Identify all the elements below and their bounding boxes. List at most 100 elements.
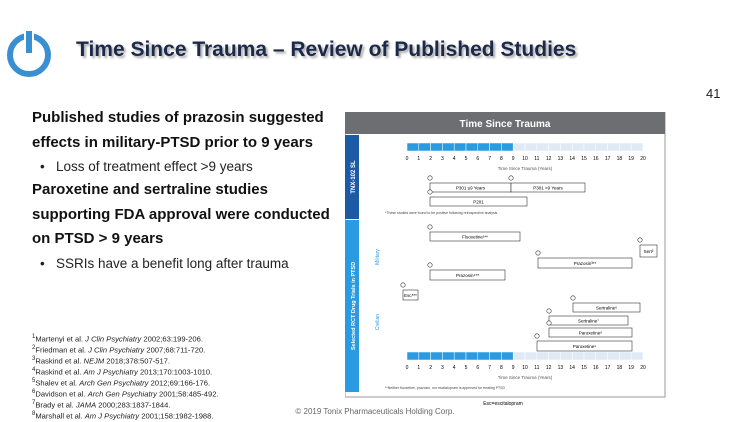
- axis-cell: [607, 142, 620, 152]
- axis-tick: 10: [522, 156, 528, 162]
- trial-marker: [637, 237, 643, 243]
- axis-cell: [406, 142, 420, 152]
- trial-bar: [537, 257, 633, 269]
- trial-label: P301 >9 Years: [533, 186, 563, 191]
- paragraph: Paroxetine and sertraline studies suppor…: [32, 181, 330, 247]
- axis-tick: 16: [593, 156, 599, 162]
- footnote-ref: 2002;63:199-206.: [141, 334, 203, 344]
- trial-bar: [429, 231, 521, 242]
- axis-tick: 1: [417, 156, 420, 162]
- axis-cell: [548, 142, 561, 152]
- trial-marker: [427, 262, 433, 268]
- axis-tick: 19: [628, 365, 634, 371]
- axis-cell: [453, 142, 467, 152]
- footnote-journal: NEJM: [83, 356, 105, 366]
- footnote-author: Brady et al.: [35, 400, 76, 410]
- axis-cell: [560, 351, 573, 361]
- axis-tick: 3: [441, 156, 444, 162]
- axis-label: Time Since Trauma (Years): [498, 166, 553, 171]
- axis-tick: 5: [465, 365, 468, 371]
- axis-tick: 17: [605, 365, 611, 371]
- axis-cell: [453, 351, 467, 361]
- axis-tick: 1: [417, 365, 420, 371]
- axis-tick: 7: [488, 365, 491, 371]
- footnote-number: 8: [32, 410, 36, 417]
- trial-label: Esc⁵**: [404, 293, 417, 298]
- axis-tick: 11: [534, 365, 539, 371]
- axis-cell: [619, 351, 632, 361]
- trial-marker: [535, 250, 541, 256]
- axis-tick: 20: [640, 365, 646, 371]
- axis-cell: [560, 142, 573, 152]
- band-top: [345, 135, 359, 219]
- axis-cell: [512, 142, 526, 152]
- axis-tick: 3: [441, 365, 444, 371]
- trial-bar: [429, 269, 506, 281]
- footnote-journal: J Clin Psychiatry: [85, 334, 142, 344]
- axis-tick: 5: [465, 156, 468, 162]
- band-bottom: [345, 220, 359, 392]
- footnote-number: 3: [32, 355, 36, 362]
- axis-tick: 4: [453, 156, 456, 162]
- axis-cell: [571, 351, 585, 361]
- figure-title: Time Since Trauma: [460, 119, 551, 130]
- axis-cell: [524, 351, 538, 361]
- footnote-journal: Am J Psychiatry: [84, 411, 140, 421]
- axis-cell: [501, 351, 514, 361]
- axis-cell: [430, 351, 443, 361]
- trial-label: Fluoxetine¹**: [462, 235, 488, 240]
- axis-tick: 17: [605, 156, 611, 162]
- axis-cell: [477, 142, 490, 152]
- axis-tick: 20: [640, 156, 646, 162]
- footnote-number: 4: [32, 366, 36, 373]
- bullet: SSRIs have a benefit long after trauma: [32, 252, 332, 275]
- footer: © 2019 Tonix Pharmaceuticals Holding Cor…: [295, 407, 455, 416]
- axis-tick: 6: [476, 365, 479, 371]
- footnote-number: 2: [32, 344, 36, 351]
- axis-tick: 12: [546, 365, 552, 371]
- axis-tick: 9: [512, 365, 515, 371]
- footnote-journal: Am J Psychiatry: [83, 367, 138, 377]
- trial-label: Sert²: [644, 249, 654, 254]
- footnote-number: 7: [32, 399, 36, 406]
- axis-cell: [489, 142, 502, 152]
- trial-bar: [548, 327, 633, 338]
- axis-cell: [489, 351, 502, 361]
- axis-cell: [465, 142, 479, 152]
- axis-label: Time Since Trauma (Years): [498, 375, 553, 380]
- axis-tick: 19: [628, 156, 634, 162]
- footnote-author: Martenyi et al.: [35, 334, 86, 344]
- axis-cell: [418, 351, 431, 361]
- footnote-journal: Arch Gen Psychiatry: [87, 389, 157, 399]
- trial-bar: [639, 244, 658, 258]
- axis-tick: 13: [558, 156, 564, 162]
- trial-label: Sertraline⁶: [596, 306, 617, 311]
- axis-cell: [619, 142, 632, 152]
- footnote: 1Martenyi et al. J Clin Psychiatry 2002;…: [32, 333, 219, 344]
- axis-cell: [630, 142, 644, 152]
- band-bottom-label: Selected RCT Drug Trials in PTSD: [351, 262, 357, 350]
- figure-note: *These studies were found to be positive…: [385, 211, 498, 215]
- axis-cell: [583, 142, 597, 152]
- axis-tick: 0: [406, 156, 409, 162]
- axis-tick: 0: [406, 365, 409, 371]
- footnotes: 1Martenyi et al. J Clin Psychiatry 2002;…: [32, 333, 219, 422]
- trial-bar: [572, 302, 641, 313]
- footnote-ref: 2001;58:485-492.: [156, 389, 219, 399]
- footnote-journal: JAMA: [75, 400, 97, 410]
- trial-label: Sertraline⁷: [578, 319, 599, 324]
- footnote-ref: 2001;158:1982-1988.: [139, 411, 214, 421]
- footnote-ref: 2007;68:711-720.: [144, 345, 206, 355]
- footnote-ref: 2013;170:1003-1010.: [137, 367, 213, 377]
- axis-cell: [536, 351, 549, 361]
- trial-label: Prazosin⁴**: [456, 273, 479, 278]
- axis-cell: [595, 351, 608, 361]
- figure: Time Since Trauma TNX-102 SL Selected RCT …: [345, 112, 666, 407]
- axis-tick: 12: [546, 156, 552, 162]
- trial-label: Paroxetine⁸: [579, 331, 603, 336]
- trial-label: P201: [473, 200, 484, 205]
- figure-note: **Neither fluoxetine, prazosin, nor esci…: [385, 386, 506, 390]
- axis-tick: 18: [617, 156, 623, 162]
- trial-label: Paroxetine⁹: [573, 344, 597, 349]
